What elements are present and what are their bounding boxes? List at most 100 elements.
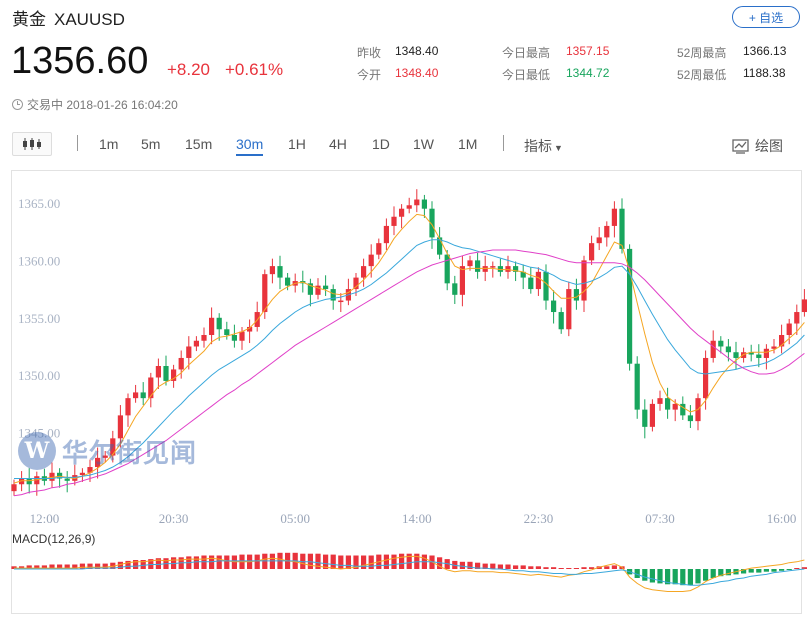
candle-body [133,392,139,399]
instrument-name: 黄金 [12,10,46,29]
macd-histogram-bar [345,555,351,569]
candle-body [216,317,222,330]
candle-body [338,300,344,303]
period-tab-5m[interactable]: 5m [141,136,161,152]
macd-histogram-bar [140,560,146,569]
ma-line-medium [14,239,805,479]
indicators-dropdown[interactable]: 指标 ▼ [524,136,563,156]
candle-body [64,478,70,481]
watermark-logo: W [18,432,56,470]
candle-body [642,409,648,427]
macd-histogram-bar [520,565,526,569]
candle-body [459,266,465,295]
macd-histogram-bar [794,568,800,569]
macd-histogram-bar [657,569,663,584]
chart-toolbar: 1m 5m 15m 30m 1H 4H 1D 1W 1M 指标 ▼ 绘图 [12,128,802,162]
candle-body [490,266,496,268]
macd-histogram-bar [133,560,139,569]
candle-body [148,377,154,399]
macd-histogram-bar [695,569,701,584]
macd-histogram-bar [573,568,579,569]
stat-label: 今开 [357,68,382,82]
candle-body [247,326,253,332]
macd-histogram-bar [497,564,503,569]
stat-day-low: 今日最低 1344.72 [502,66,609,83]
candle-body [627,248,633,364]
candle-body [589,243,595,261]
period-tab-30m[interactable]: 30m [236,136,264,156]
macd-histogram-bar [155,558,161,569]
macd-histogram-bar [604,566,610,569]
candle-body [566,289,572,330]
candle-body [323,285,329,290]
candle-body [376,243,382,255]
macd-histogram-bar [64,564,70,569]
instrument-title: 黄金 XAUUSD [12,5,125,30]
candle-body [543,271,549,301]
macd-histogram-bar [11,566,17,569]
candle-body [231,335,237,341]
stat-label: 52周最高 [677,46,727,60]
chart-panel[interactable] [11,170,802,614]
macd-histogram-bar [391,554,397,569]
candle-body [710,340,716,358]
candle-body [285,277,291,286]
period-tab-1d[interactable]: 1D [372,136,390,152]
candle-body [155,366,161,378]
candle-body [725,346,731,353]
draw-button[interactable]: 绘图 [732,136,783,156]
candle-body [611,208,617,226]
candle-body [581,260,587,301]
candle-body [117,415,123,439]
macd-histogram-bar [26,565,32,569]
stat-day-high: 今日最高 1357.15 [502,44,609,61]
candle-body [718,340,724,347]
period-tab-1m[interactable]: 1M [458,136,478,152]
macd-histogram-bar [528,566,534,569]
trading-status: 交易中 2018-01-26 16:04:20 [12,96,178,113]
candle-body [573,289,579,301]
period-tab-1w[interactable]: 1W [413,136,434,152]
period-tab-4h[interactable]: 4H [329,136,347,152]
candle-body [171,369,177,381]
candle-body [209,317,215,335]
macd-histogram-bar [725,569,731,576]
macd-histogram-bar [57,564,63,569]
candle-body [34,476,40,485]
macd-histogram-bar [634,569,640,578]
candle-body [87,467,93,473]
macd-label: MACD(12,26,9) [12,532,96,546]
macd-histogram-bar [756,569,762,573]
candle-body [383,225,389,244]
chart-type-button[interactable] [12,132,52,156]
candle-body [535,271,541,290]
period-tab-15m[interactable]: 15m [185,136,213,152]
candle-body [672,403,678,410]
stat-value: 1344.72 [566,66,610,80]
stat-prev-close: 昨收 1348.40 [357,44,438,61]
candle-body [269,266,275,275]
candle-body [330,289,336,301]
candle-body [391,216,397,226]
price-change: +8.20 [167,60,211,79]
watermark: W 华尔街见闻 [18,432,197,470]
candle-body [604,225,610,238]
add-watchlist-button[interactable]: + 自选 [732,6,800,28]
macd-histogram-bar [763,569,769,572]
candle-body [178,357,184,370]
y-tick-label: 1365.00 [18,196,60,211]
period-tab-1h[interactable]: 1H [288,136,306,152]
macd-histogram-bar [399,553,405,569]
stat-value: 1366.13 [743,44,787,58]
macd-histogram-bar [79,563,85,569]
stat-value: 1348.40 [395,44,439,58]
candle-body [467,260,473,267]
candle-body [224,329,230,335]
period-tab-1m[interactable]: 1m [99,136,119,152]
candle-body [72,475,78,481]
last-price: 1356.60 [11,40,149,82]
candle-body [665,398,671,410]
macd-histogram-bar [193,556,199,569]
macd-histogram-bar [801,567,807,569]
